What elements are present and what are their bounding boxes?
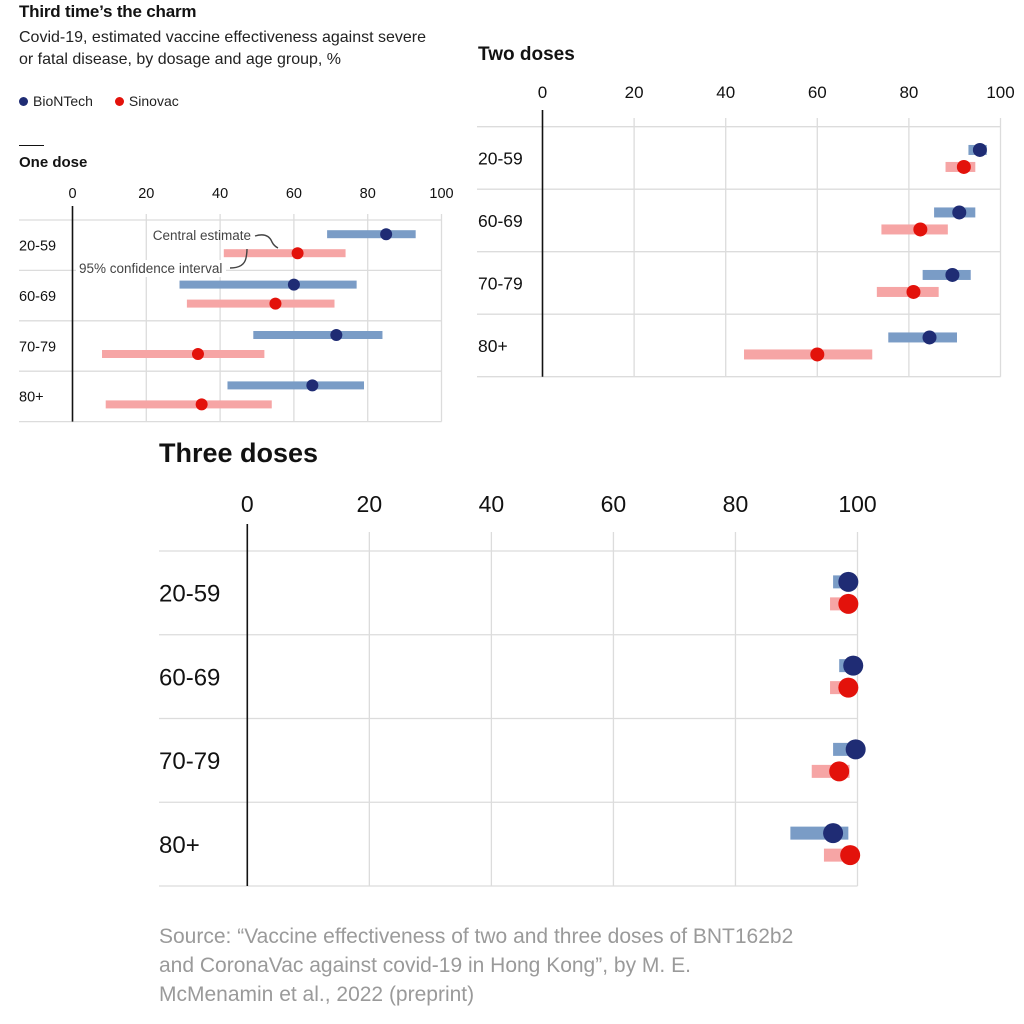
category-label: 60-69 [478,211,523,231]
category-label: 20-59 [19,238,56,254]
annotation-confidence-interval: 95% confidence interval [79,261,222,276]
annotations: Central estimate 95% confidence interval [76,228,279,277]
category-label: 70-79 [19,339,56,355]
x-tick-label: 80 [360,186,376,202]
estimate-dot-biontech [952,205,967,220]
x-tick-label: 0 [538,83,547,102]
ci-bar-sinovac [186,299,335,308]
x-tick-label: 60 [601,491,627,517]
estimate-dot-sinovac [838,593,859,614]
annotation-central-estimate: Central estimate [153,228,251,243]
chart-title: Third time’s the charm [19,2,197,21]
x-tick-label: 100 [986,83,1014,102]
panel-title-one-dose: One dose [19,154,88,171]
estimate-dot-biontech [306,379,319,392]
x-tick-label: 100 [429,186,453,202]
estimate-dot-sinovac [191,348,204,360]
x-tick-label: 20 [138,186,154,202]
annotation-background [76,260,226,277]
category-label: 80+ [19,390,44,406]
panel-one-dose: 0 20 40 60 80 100 20-59 60-69 70-79 80+ [19,186,454,423]
estimate-dot-sinovac [195,398,208,411]
estimate-dot-sinovac [913,222,928,237]
estimate-dot-biontech [945,267,960,282]
estimate-dot-biontech [838,571,859,592]
estimate-dot-biontech [922,330,937,345]
x-tick-label: 40 [716,83,735,102]
x-tick-label: 0 [241,491,254,517]
estimate-dot-biontech [972,142,987,157]
legend-item-sinovac: Sinovac [114,93,179,109]
ci-bar-sinovac [744,349,873,360]
estimate-dot-sinovac [956,159,971,174]
ci-bar-biontech [179,280,357,289]
x-tick-label: 100 [838,491,876,517]
estimate-dot-sinovac [269,297,282,310]
ci-bar-biontech [227,381,365,390]
panel-title-three-doses: Three doses [159,438,319,468]
divider-rule [19,145,44,146]
panel-title-two-doses: Two doses [478,44,575,65]
legend-dot-icon [114,96,124,106]
x-tick-label: 80 [723,491,749,517]
estimate-dot-biontech [843,655,864,676]
ci-bar-sinovac [102,350,265,358]
estimate-dot-sinovac [840,845,861,866]
estimate-dot-sinovac [838,677,859,698]
category-label: 20-59 [159,581,220,608]
estimate-dot-sinovac [829,761,850,782]
x-tick-label: 0 [68,186,76,202]
ci-bar-biontech [327,230,416,239]
x-tick-label: 40 [212,186,228,202]
x-tick-label: 60 [286,186,302,202]
source-note: Source: “Vaccine effectiveness of two an… [159,925,794,1006]
category-label: 60-69 [19,289,56,305]
estimate-dot-sinovac [810,347,825,362]
annotation-leader-line [254,234,279,249]
x-tick-label: 60 [808,83,827,102]
annotation-leader-line [229,248,248,269]
panel-two-doses: 0 20 40 60 80 100 20-59 60-69 70-79 80+ [477,83,1015,378]
legend-label: Sinovac [128,93,179,109]
panel-three-doses: 0 20 40 60 80 100 20-59 60-69 70-79 80+ [159,491,877,887]
legend-dot-icon [19,96,28,106]
estimate-dot-biontech [823,823,844,844]
estimate-dot-sinovac [906,284,921,299]
ci-bar-sinovac [105,400,272,409]
x-tick-label: 80 [899,83,918,102]
category-label: 20-59 [478,148,523,168]
category-label: 70-79 [159,748,220,775]
category-label: 60-69 [159,664,220,691]
x-tick-label: 20 [357,491,383,517]
chart-subtitle: Covid-19, estimated vaccine effectivenes… [19,29,427,68]
ci-bar-biontech [253,331,383,339]
estimate-dot-biontech [287,278,300,291]
category-label: 80+ [478,336,508,356]
estimate-dot-sinovac [291,247,304,260]
category-label: 80+ [159,832,200,859]
x-tick-label: 20 [625,83,644,102]
category-label: 70-79 [478,273,523,293]
estimate-dot-biontech [330,329,343,341]
ci-bar-sinovac [223,249,346,258]
legend-label: BioNTech [33,93,93,109]
estimate-dot-biontech [380,228,393,241]
legend-item-biontech: BioNTech [19,93,93,109]
legend: BioNTech Sinovac [19,93,179,109]
x-tick-label: 40 [479,491,505,517]
estimate-dot-biontech [845,739,866,760]
